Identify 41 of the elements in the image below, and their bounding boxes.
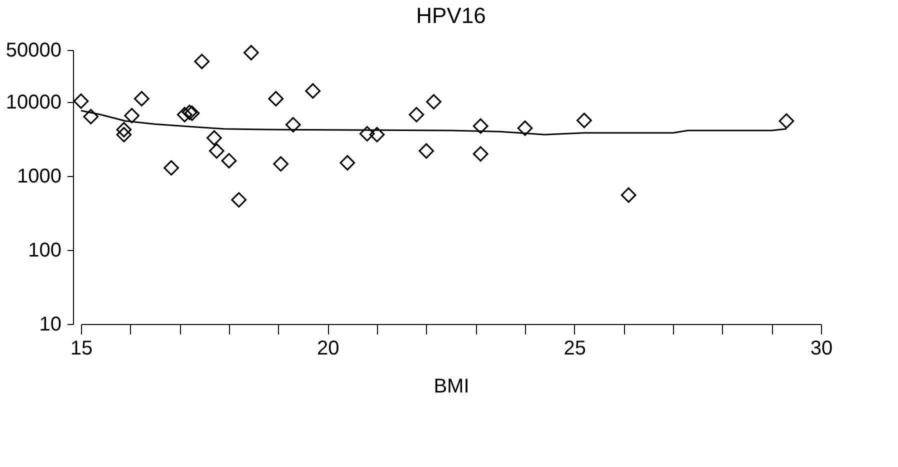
- point: [426, 94, 442, 110]
- point: [116, 126, 132, 142]
- point: [285, 117, 301, 132]
- x-tick-label: 30: [810, 338, 833, 360]
- point: [778, 113, 794, 129]
- point: [83, 108, 99, 124]
- point: [208, 143, 224, 159]
- point: [408, 106, 424, 122]
- point: [231, 192, 247, 208]
- point: [176, 106, 192, 122]
- point: [73, 93, 89, 109]
- point: [164, 160, 179, 176]
- point: [517, 120, 533, 136]
- point: [472, 118, 488, 134]
- y-tick-label: 50000: [6, 40, 62, 62]
- point: [340, 155, 356, 170]
- y-tick-label: 1000: [17, 165, 62, 188]
- point: [268, 91, 284, 106]
- point: [359, 126, 375, 142]
- y-tick-label: 100: [28, 239, 62, 262]
- x-axis-title: BMI: [434, 376, 470, 398]
- x-tick-label: 20: [317, 338, 340, 360]
- point: [576, 112, 592, 128]
- point: [194, 54, 210, 70]
- point: [221, 153, 237, 168]
- x-tick-label: 15: [70, 338, 93, 360]
- x-tick-label: 25: [564, 338, 586, 360]
- point: [134, 91, 150, 106]
- y-tick-label: 10000: [6, 91, 62, 114]
- point: [206, 130, 222, 146]
- y-tick-label: 10: [39, 314, 62, 336]
- point: [244, 44, 259, 60]
- point: [418, 143, 434, 159]
- point: [472, 146, 488, 162]
- point: [273, 156, 288, 172]
- point: [124, 108, 140, 124]
- point: [620, 187, 636, 203]
- chart-title: HPV16: [416, 3, 486, 28]
- point: [116, 122, 132, 138]
- point: [305, 83, 321, 99]
- point: [369, 126, 385, 142]
